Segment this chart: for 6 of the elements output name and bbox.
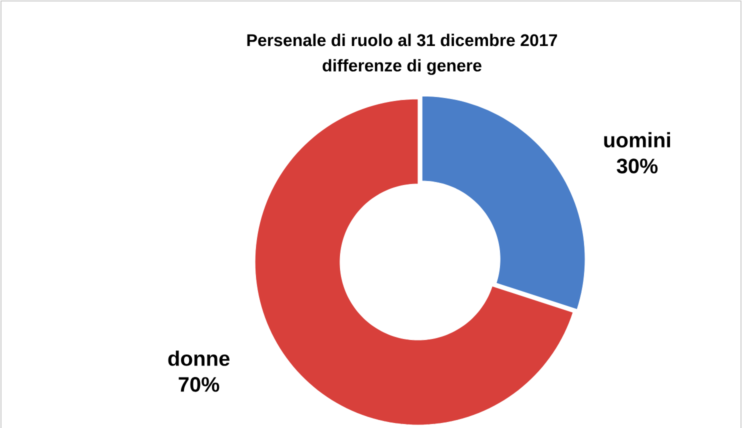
slice-label: uomini: [604, 132, 670, 148]
chart-subtitle: differenze di genere: [322, 59, 482, 75]
data-label: 30%: [616, 158, 658, 174]
slice-label: donne: [168, 350, 230, 366]
data-label: 70%: [178, 377, 220, 392]
chart-title: Persenale di ruolo al 31 dicembre 2017: [247, 34, 558, 46]
